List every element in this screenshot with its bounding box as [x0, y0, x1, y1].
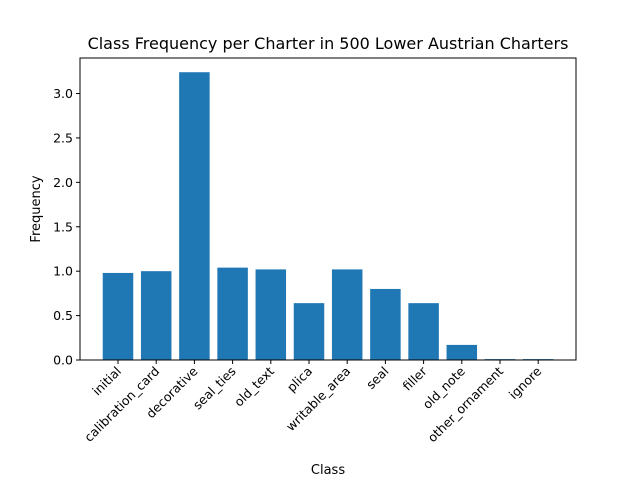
bars-group — [102, 72, 554, 360]
bar-seal_ties — [217, 267, 248, 360]
y-tick-label: 0.0 — [53, 353, 73, 368]
bar-initial — [102, 272, 134, 360]
bar-decorative — [179, 72, 210, 360]
y-ticks-group: 0.0 0.5 1.0 1.5 2.0 2.5 3.0 — [53, 86, 80, 368]
chart-title: Class Frequency per Charter in 500 Lower… — [88, 34, 569, 53]
bar-filler — [408, 303, 439, 360]
y-tick-label: 1.0 — [53, 264, 73, 279]
x-ticks-group: initialcalibration_carddecorativeseal_ti… — [81, 360, 545, 445]
x-tick-label: plica — [284, 364, 315, 395]
y-tick-label: 3.0 — [53, 86, 73, 101]
bar-writable_area — [331, 269, 363, 360]
bar-plica — [293, 303, 325, 360]
y-axis-label: Frequency — [29, 175, 44, 242]
bar-old_note — [446, 344, 478, 360]
y-tick-label: 2.5 — [53, 130, 73, 145]
x-tick-label: initial — [89, 364, 124, 399]
y-tick-label: 2.0 — [53, 175, 73, 190]
bar-seal — [370, 288, 401, 360]
bar-calibration_card — [140, 271, 172, 360]
y-tick-label: 1.5 — [53, 219, 73, 234]
bar-old_text — [255, 269, 287, 360]
plot-frame — [79, 57, 577, 361]
y-tick-label: 0.5 — [53, 308, 73, 323]
x-tick-label: seal — [363, 364, 392, 393]
x-axis-label: Class — [311, 463, 345, 478]
x-tick-label: filler — [400, 363, 431, 394]
x-tick-label: old_text — [231, 363, 277, 409]
x-tick-label: ignore — [506, 363, 545, 402]
